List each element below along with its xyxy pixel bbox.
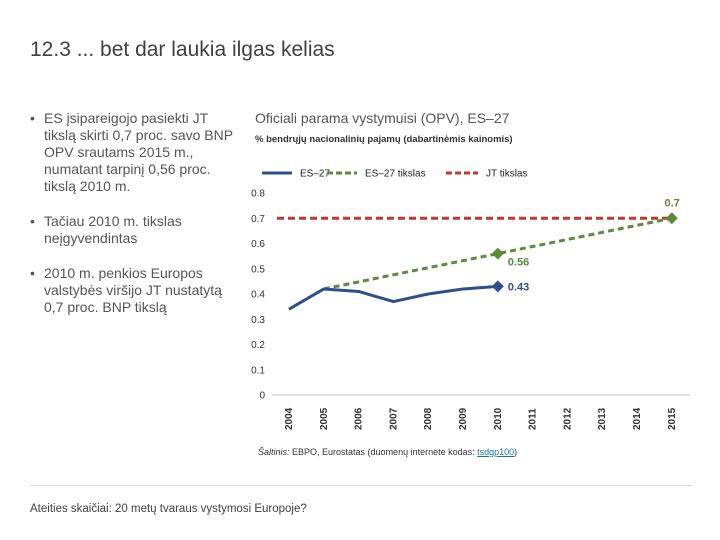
bullet-text: ES įsipareigojo pasiekti JT tikslą skirt… <box>44 110 233 194</box>
target-point-marker <box>491 247 504 260</box>
x-tick-label: 2006 <box>354 407 365 430</box>
y-tick-label: 0.5 <box>251 264 265 275</box>
x-tick-label: 2015 <box>667 407 678 430</box>
source-prefix: Šaltinis: <box>258 447 290 457</box>
source-text: EBPO, Eurostatas (duomenų internete koda… <box>289 447 478 457</box>
es27-end-marker <box>491 280 504 293</box>
bullet-marker: • <box>30 265 35 281</box>
x-tick-label: 2005 <box>319 407 330 430</box>
chart-title: Oficiali parama vystymuisi (OPV), ES–27 <box>255 110 510 126</box>
y-tick-label: 0 <box>259 391 265 402</box>
legend-label: ES–27 tikslas <box>365 169 426 180</box>
x-tick-label: 2007 <box>388 407 399 430</box>
dataset-code-link[interactable]: tsdgp100 <box>477 447 515 457</box>
x-tick-label: 2014 <box>632 407 643 430</box>
chart-subtitle: % bendrųjų nacionalinių pajamų (dabartin… <box>255 134 513 145</box>
y-tick-label: 0.2 <box>251 340 265 351</box>
x-tick-label: 2012 <box>562 407 573 430</box>
y-tick-label: 0.1 <box>251 365 265 376</box>
data-label: 0.43 <box>508 281 529 293</box>
x-tick-label: 2011 <box>528 408 539 430</box>
bullet-item: • 2010 m. penkios Europos valstybės virš… <box>30 265 240 316</box>
source-note: Šaltinis: EBPO, Eurostatas (duomenų inte… <box>258 447 517 457</box>
slide-footer: Ateities skaičiai: 20 metų tvaraus vysty… <box>30 503 307 515</box>
target-point-marker <box>665 212 678 225</box>
data-label: 0.7 <box>665 197 680 209</box>
slide-title: 12.3 ... bet dar laukia ilgas kelias <box>30 38 335 61</box>
bullet-text: Tačiau 2010 m. tikslas neįgyvendintas <box>44 213 182 246</box>
y-tick-label: 0.7 <box>251 214 265 225</box>
x-tick-label: 2008 <box>423 407 434 430</box>
legend-label: JT tikslas <box>486 169 528 180</box>
bullet-list: • ES įsipareigojo pasiekti JT tikslą ski… <box>30 110 240 334</box>
y-tick-label: 0.8 <box>251 189 265 200</box>
x-tick-label: 2009 <box>458 407 469 430</box>
y-tick-label: 0.4 <box>251 290 265 301</box>
source-suffix: ) <box>514 447 518 457</box>
series-line-es27-tikslas <box>323 216 673 291</box>
footer-divider <box>30 485 693 486</box>
data-label: 0.56 <box>508 257 529 269</box>
bullet-text: 2010 m. penkios Europos valstybės viršij… <box>44 265 222 315</box>
y-tick-label: 0.6 <box>251 239 265 250</box>
bullet-marker: • <box>30 110 35 126</box>
y-tick-label: 0.3 <box>251 315 265 326</box>
bullet-marker: • <box>30 213 35 229</box>
x-tick-label: 2013 <box>597 407 608 430</box>
bullet-item: • ES įsipareigojo pasiekti JT tikslą ski… <box>30 110 240 195</box>
bullet-item: • Tačiau 2010 m. tikslas neįgyvendintas <box>30 213 240 247</box>
series-line-es27 <box>288 284 498 311</box>
x-tick-label: 2010 <box>493 407 504 430</box>
x-tick-label: 2004 <box>284 407 295 430</box>
legend-label: ES–27 <box>300 169 330 180</box>
